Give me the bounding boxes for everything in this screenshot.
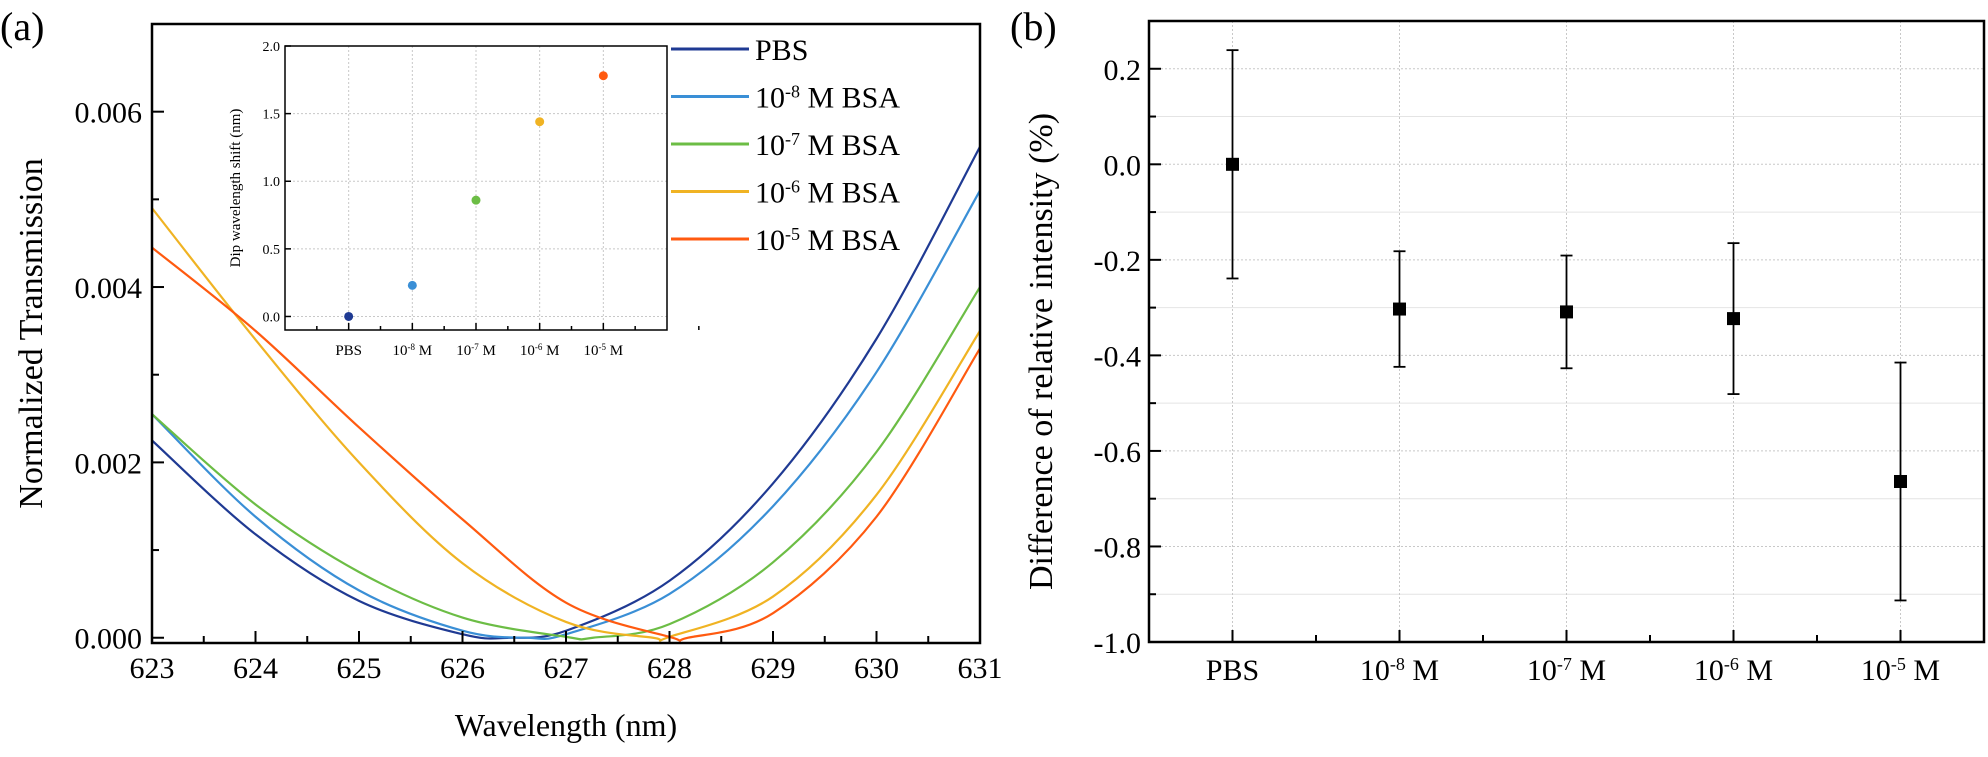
- panel-a: 623 624 625 626 627 628 629 630 631 0.000 0.002 0.0…: [13, 22, 1003, 743]
- y-tick-label: 0.2: [1104, 54, 1142, 87]
- data-point-3: [1727, 312, 1740, 326]
- inset-y-tick-label: 2.0: [263, 40, 281, 55]
- curves: [152, 146, 980, 643]
- data-point-2: [1560, 305, 1573, 319]
- y-tick-label: -0.2: [1094, 245, 1142, 278]
- inset-x-tick-label: 10-8 M: [393, 342, 433, 359]
- y-tick-label: -0.8: [1094, 531, 1142, 564]
- x-tick-label: PBS: [1206, 654, 1259, 687]
- inset-y-axis-label: Dip wavelength shift (nm): [228, 109, 244, 268]
- y-tick-label: -0.4: [1094, 340, 1142, 373]
- y-tick-label: -1.0: [1094, 627, 1142, 660]
- x-tick-label: 629: [751, 652, 796, 685]
- legend-label-4: 10-5 M BSA: [755, 224, 900, 257]
- y-tick-label: 0.0: [1104, 149, 1142, 182]
- data-point-4: [1894, 474, 1907, 488]
- inset-point-3: [535, 117, 545, 127]
- inset-x-tick-label: 10-5 M: [584, 342, 624, 359]
- inset-point-1: [407, 280, 417, 290]
- legend-label-0: PBS: [755, 34, 808, 67]
- inset-x-tick-label: 10-7 M: [456, 342, 496, 359]
- panel-b: 0.2 0.0 -0.2 -0.4 -0.6 -0.8 -1.0 PBS 10-8 M 10-7 …: [1023, 19, 1986, 687]
- y-tick-label: 0.000: [75, 623, 143, 656]
- plot-frame: [1147, 19, 1986, 644]
- series-line-4: [152, 246, 980, 643]
- inset-y-tick-label: 0.5: [263, 243, 281, 258]
- series-line-0: [152, 146, 980, 640]
- x-tick-label: 625: [337, 652, 382, 685]
- x-tick-label: 624: [233, 652, 278, 685]
- y-tick-label: 0.002: [75, 447, 143, 480]
- series-line-3: [152, 207, 980, 642]
- panel-a-label: (a): [0, 4, 44, 49]
- inset-y-tick-label: 1.0: [263, 175, 281, 190]
- x-tick-label: 10-7 M: [1527, 654, 1606, 687]
- x-tick-label: 628: [647, 652, 692, 685]
- x-tick-label: 630: [854, 652, 899, 685]
- inset-point-2: [471, 195, 481, 205]
- legend-label-1: 10-8 M BSA: [755, 82, 900, 115]
- inset-y-tick-label: 0.0: [263, 310, 281, 325]
- x-tick-label: 627: [544, 652, 589, 685]
- y-tick-label: -0.6: [1094, 436, 1142, 469]
- y-axis-label: Normalized Transmission: [13, 158, 50, 508]
- inset-y-tick-label: 1.5: [263, 108, 281, 123]
- y-axis-label: Difference of relative intensity (%): [1023, 113, 1060, 590]
- panel-b-label: (b): [1010, 4, 1057, 49]
- y-tick-label: 0.004: [75, 272, 143, 305]
- legend-label-2: 10-7 M BSA: [755, 129, 900, 162]
- data-point-1: [1393, 302, 1406, 316]
- inset-x-tick-label: 10-6 M: [520, 342, 560, 359]
- x-tick-label: 626: [440, 652, 485, 685]
- x-tick-label: 623: [130, 652, 175, 685]
- inset-point-4: [598, 71, 608, 81]
- inset-point-0: [344, 311, 354, 321]
- legend-label-3: 10-6 M BSA: [755, 177, 900, 210]
- series-line-2: [152, 286, 980, 641]
- x-tick-label: 631: [958, 652, 1003, 685]
- inset-chart: 0.0 0.5 1.0 1.5 2.0 PBS 10-8 M 10-7 M 10-6 M 10-5…: [228, 40, 700, 359]
- inset-x-tick-label: PBS: [335, 343, 362, 359]
- x-tick-label: 10-6 M: [1694, 654, 1773, 687]
- x-tick-label: 10-5 M: [1861, 654, 1940, 687]
- data-point-0: [1226, 157, 1239, 171]
- y-tick-label: 0.006: [75, 97, 143, 130]
- x-axis-label: Wavelength (nm): [455, 707, 677, 743]
- inset-frame: [284, 45, 668, 331]
- x-tick-label: 10-8 M: [1360, 654, 1439, 687]
